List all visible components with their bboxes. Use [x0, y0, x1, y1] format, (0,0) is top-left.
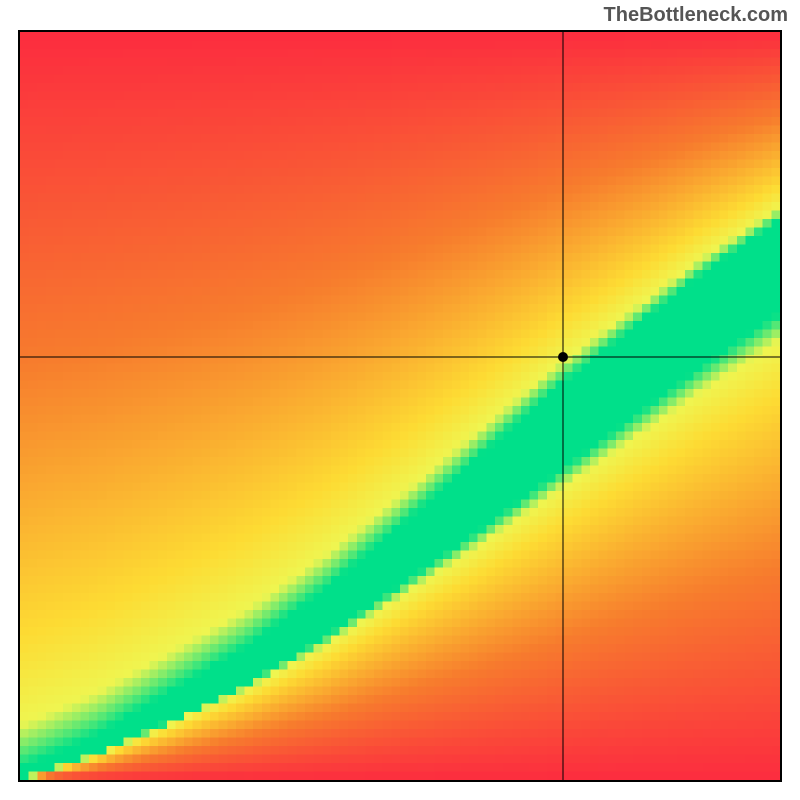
bottleneck-heatmap — [18, 30, 782, 782]
crosshair-vertical — [563, 32, 564, 780]
crosshair-marker — [558, 352, 568, 362]
attribution-label: TheBottleneck.com — [604, 4, 788, 27]
crosshair-horizontal — [20, 357, 780, 358]
heatmap-canvas — [20, 32, 780, 780]
